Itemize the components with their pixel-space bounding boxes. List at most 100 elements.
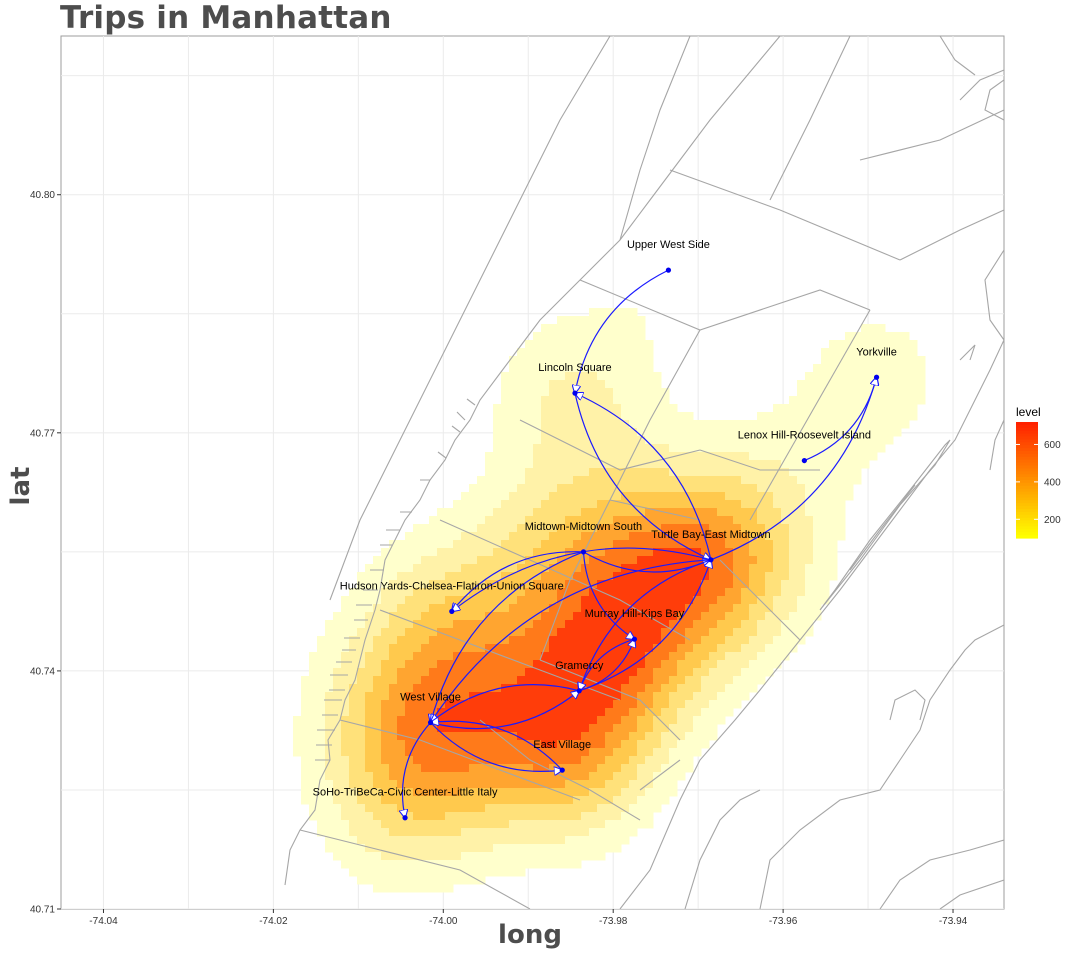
density-cell <box>637 708 646 717</box>
density-cell <box>589 708 598 717</box>
density-cell <box>909 388 918 397</box>
density-cell <box>853 404 862 413</box>
density-cell <box>445 820 454 829</box>
density-cell <box>901 332 910 341</box>
density-cell <box>589 764 598 773</box>
density-cell <box>757 436 766 445</box>
density-cell <box>645 676 654 685</box>
density-cell <box>693 556 702 565</box>
density-cell <box>733 484 742 493</box>
density-cell <box>533 572 542 581</box>
density-cell <box>589 492 598 501</box>
density-cell <box>389 692 398 701</box>
density-cell <box>565 460 574 469</box>
density-cell <box>717 668 726 677</box>
density-cell <box>749 580 758 589</box>
density-cell <box>493 412 502 421</box>
density-cell <box>709 524 718 533</box>
density-cell <box>629 796 638 805</box>
density-cell <box>725 636 734 645</box>
density-cell <box>589 396 598 405</box>
density-cell <box>541 748 550 757</box>
density-cell <box>701 484 710 493</box>
density-cell <box>541 356 550 365</box>
density-cell <box>325 780 334 789</box>
density-cell <box>549 356 558 365</box>
density-cell <box>509 660 518 669</box>
density-cell <box>629 676 638 685</box>
density-cell <box>669 748 678 757</box>
density-cell <box>525 580 534 589</box>
density-cell <box>485 652 494 661</box>
density-cell <box>653 604 662 613</box>
density-cell <box>477 860 486 869</box>
density-cell <box>437 612 446 621</box>
density-cell <box>581 620 590 629</box>
density-cell <box>637 532 646 541</box>
density-cell <box>493 628 502 637</box>
density-cell <box>581 372 590 381</box>
density-cell <box>685 428 694 437</box>
density-cell <box>509 764 518 773</box>
density-cell <box>837 508 846 517</box>
density-cell <box>757 460 766 469</box>
density-cell <box>517 500 526 509</box>
density-cell <box>589 668 598 677</box>
density-cell <box>325 812 334 821</box>
density-cell <box>781 436 790 445</box>
density-cell <box>429 676 438 685</box>
density-cell <box>557 620 566 629</box>
density-cell <box>621 812 630 821</box>
density-cell <box>549 588 558 597</box>
density-cell <box>821 580 830 589</box>
density-cell <box>621 756 630 765</box>
density-cell <box>805 540 814 549</box>
density-cell <box>429 860 438 869</box>
density-cell <box>653 428 662 437</box>
density-cell <box>317 668 326 677</box>
density-cell <box>365 644 374 653</box>
density-cell <box>533 796 542 805</box>
density-cell <box>517 516 526 525</box>
density-cell <box>797 572 806 581</box>
density-cell <box>837 340 846 349</box>
density-cell <box>645 588 654 597</box>
density-cell <box>605 788 614 797</box>
density-cell <box>597 412 606 421</box>
density-cell <box>629 772 638 781</box>
density-cell <box>405 756 414 765</box>
density-cell <box>493 500 502 509</box>
density-cell <box>605 516 614 525</box>
density-cell <box>709 468 718 477</box>
density-cell <box>637 740 646 749</box>
density-cell <box>661 676 670 685</box>
density-cell <box>517 820 526 829</box>
density-cell <box>325 692 334 701</box>
density-cell <box>573 660 582 669</box>
density-cell <box>341 812 350 821</box>
density-cell <box>333 836 342 845</box>
density-cell <box>429 868 438 877</box>
density-cell <box>485 868 494 877</box>
density-cell <box>437 716 446 725</box>
density-cell <box>613 348 622 357</box>
density-cell <box>637 660 646 669</box>
density-cell <box>709 636 718 645</box>
density-cell <box>757 660 766 669</box>
density-cell <box>557 500 566 509</box>
density-cell <box>501 604 510 613</box>
density-cell <box>557 812 566 821</box>
density-cell <box>869 356 878 365</box>
density-cell <box>677 772 686 781</box>
density-cell <box>493 660 502 669</box>
density-cell <box>629 340 638 349</box>
density-cell <box>733 452 742 461</box>
density-cell <box>605 524 614 533</box>
density-cell <box>501 508 510 517</box>
density-cell <box>541 852 550 861</box>
density-cell <box>445 676 454 685</box>
density-cell <box>581 436 590 445</box>
density-cell <box>709 620 718 629</box>
density-cell <box>653 476 662 485</box>
density-cell <box>837 380 846 389</box>
